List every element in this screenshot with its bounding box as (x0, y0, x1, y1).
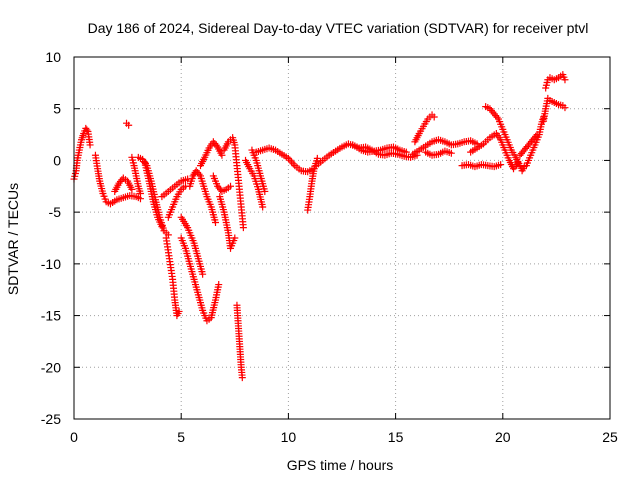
data-point (561, 104, 569, 112)
data-point (239, 224, 247, 232)
data-point (227, 182, 235, 190)
x-tick-label: 10 (281, 429, 297, 445)
data-point (430, 113, 438, 121)
x-tick-label: 20 (495, 429, 511, 445)
chart-title: Day 186 of 2024, Sidereal Day-to-day VTE… (88, 20, 589, 36)
plot-frame (73, 56, 611, 420)
data-points (70, 71, 569, 382)
y-tick-label: -25 (41, 411, 61, 427)
y-tick-label: -15 (41, 308, 61, 324)
y-tick-label: 0 (53, 152, 61, 168)
data-point (212, 218, 220, 226)
data-point (175, 307, 183, 315)
y-tick-label: -10 (41, 256, 61, 272)
data-point (83, 126, 91, 134)
data-point (231, 234, 239, 242)
x-tick-label: 0 (70, 429, 78, 445)
data-point (313, 154, 321, 162)
data-point (212, 141, 220, 149)
data-point (215, 281, 223, 289)
data-point (136, 190, 144, 198)
data-point (259, 203, 267, 211)
grid-lines (74, 57, 610, 419)
data-point (261, 187, 269, 195)
data-point (128, 185, 136, 193)
data-point (238, 374, 246, 382)
data-point (497, 161, 505, 169)
data-point (86, 141, 94, 149)
y-tick-label: -20 (41, 359, 61, 375)
data-point (561, 76, 569, 84)
data-point (493, 113, 501, 121)
x-axis-label: GPS time / hours (287, 457, 394, 473)
data-point (195, 170, 203, 178)
data-point (199, 270, 207, 278)
x-tick-label: 15 (388, 429, 404, 445)
axis-ticks: 0 5 10 15 20 25 -25 -20 -15 -10 -5 0 5 10 (41, 49, 618, 445)
data-point (447, 149, 455, 157)
y-axis-label: SDTVAR / TECUs (5, 183, 21, 295)
x-tick-label: 5 (177, 429, 185, 445)
data-point (125, 121, 133, 129)
y-tick-label: 10 (45, 49, 61, 65)
y-tick-label: -5 (49, 204, 62, 220)
data-point (158, 223, 166, 231)
data-point (218, 151, 226, 159)
x-tick-label: 25 (602, 429, 618, 445)
y-tick-label: 5 (53, 101, 61, 117)
